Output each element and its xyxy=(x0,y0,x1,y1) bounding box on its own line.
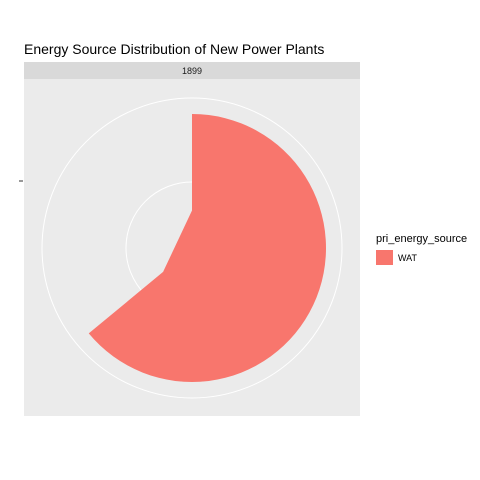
legend-title: pri_energy_source xyxy=(376,233,467,245)
legend-key-wat xyxy=(376,250,393,265)
facet-label: 1899 xyxy=(182,66,202,76)
legend-label-wat: WAT xyxy=(398,253,417,263)
pie-slice-wat xyxy=(88,114,327,382)
grid-circle-outer xyxy=(41,97,343,399)
chart-title: Energy Source Distribution of New Power … xyxy=(24,41,324,57)
facet-strip xyxy=(24,62,360,79)
